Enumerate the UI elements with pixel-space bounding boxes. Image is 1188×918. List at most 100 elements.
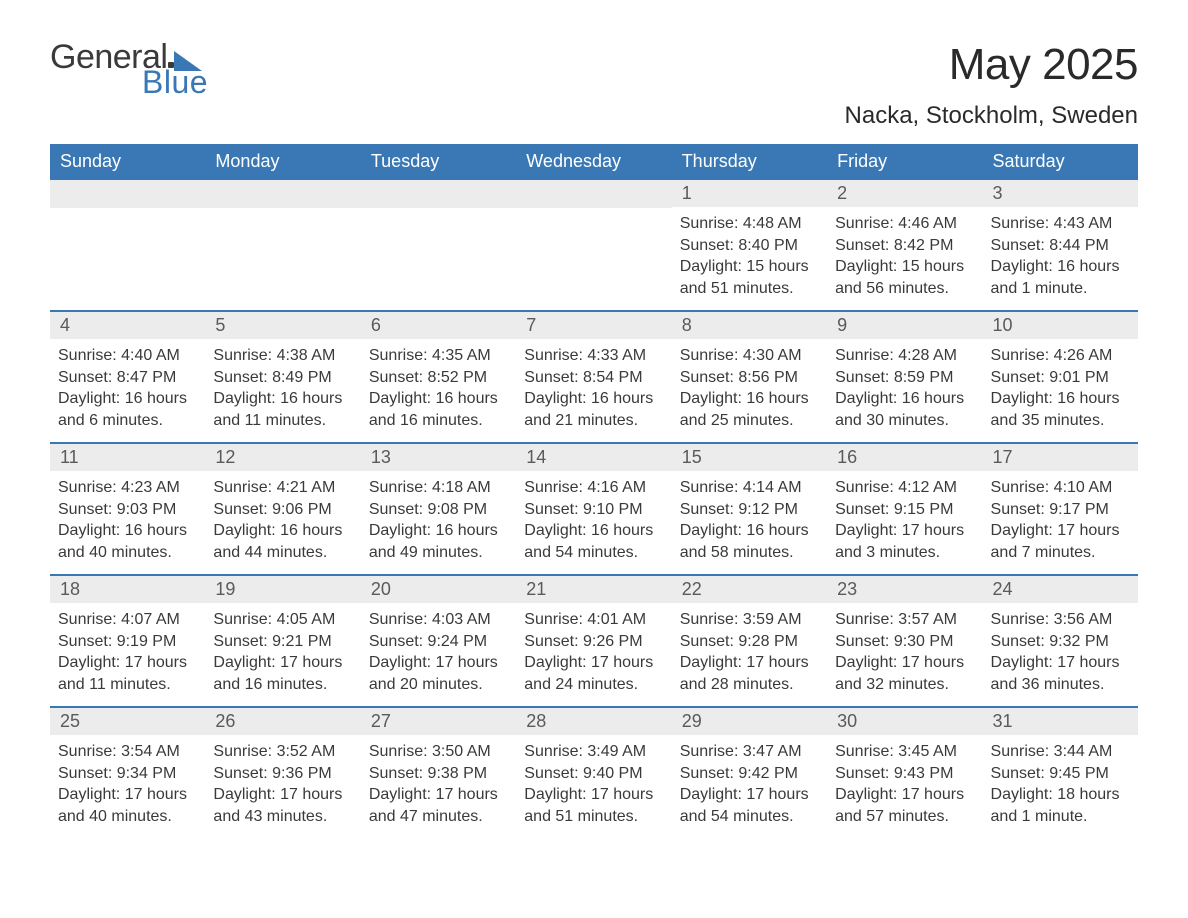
day-number-bar: 19 (205, 576, 360, 603)
daylight-text: and 25 minutes. (680, 410, 819, 432)
calendar-week-row: 1Sunrise: 4:48 AMSunset: 8:40 PMDaylight… (50, 180, 1138, 310)
sunrise-text: Sunrise: 4:01 AM (524, 609, 663, 631)
sunset-text: Sunset: 9:36 PM (213, 763, 352, 785)
daylight-text: Daylight: 16 hours (991, 256, 1130, 278)
daylight-text: and 32 minutes. (835, 674, 974, 696)
day-number-bar: 17 (983, 444, 1138, 471)
sunrise-text: Sunrise: 4:03 AM (369, 609, 508, 631)
day-number: 13 (371, 447, 506, 468)
day-number: 12 (215, 447, 350, 468)
daylight-text: Daylight: 16 hours (991, 388, 1130, 410)
calendar-day-cell: 25Sunrise: 3:54 AMSunset: 9:34 PMDayligh… (50, 708, 205, 838)
calendar-day-cell: 5Sunrise: 4:38 AMSunset: 8:49 PMDaylight… (205, 312, 360, 442)
sunset-text: Sunset: 8:54 PM (524, 367, 663, 389)
day-number-bar: 10 (983, 312, 1138, 339)
calendar-week-row: 18Sunrise: 4:07 AMSunset: 9:19 PMDayligh… (50, 574, 1138, 706)
day-number-bar: 28 (516, 708, 671, 735)
day-number-bar: 1 (672, 180, 827, 207)
day-number: 3 (993, 183, 1128, 204)
daylight-text: and 11 minutes. (213, 410, 352, 432)
daylight-text: and 57 minutes. (835, 806, 974, 828)
daylight-text: Daylight: 17 hours (835, 520, 974, 542)
daylight-text: and 54 minutes. (680, 806, 819, 828)
sunrise-text: Sunrise: 4:21 AM (213, 477, 352, 499)
calendar-day-cell (50, 180, 205, 310)
daylight-text: Daylight: 15 hours (680, 256, 819, 278)
sunset-text: Sunset: 9:43 PM (835, 763, 974, 785)
day-number: 27 (371, 711, 506, 732)
sunrise-text: Sunrise: 4:48 AM (680, 213, 819, 235)
daylight-text: Daylight: 16 hours (680, 520, 819, 542)
sunrise-text: Sunrise: 4:16 AM (524, 477, 663, 499)
day-number-bar: 21 (516, 576, 671, 603)
calendar-grid: Sunday Monday Tuesday Wednesday Thursday… (50, 144, 1138, 838)
sunrise-text: Sunrise: 4:18 AM (369, 477, 508, 499)
sunrise-text: Sunrise: 3:44 AM (991, 741, 1130, 763)
day-number: 22 (682, 579, 817, 600)
sunrise-text: Sunrise: 4:35 AM (369, 345, 508, 367)
sunset-text: Sunset: 9:08 PM (369, 499, 508, 521)
calendar-day-cell (361, 180, 516, 310)
day-number: 16 (837, 447, 972, 468)
calendar-week-row: 11Sunrise: 4:23 AMSunset: 9:03 PMDayligh… (50, 442, 1138, 574)
daylight-text: Daylight: 15 hours (835, 256, 974, 278)
day-number: 20 (371, 579, 506, 600)
sunset-text: Sunset: 9:26 PM (524, 631, 663, 653)
sunset-text: Sunset: 8:49 PM (213, 367, 352, 389)
sunset-text: Sunset: 9:42 PM (680, 763, 819, 785)
day-number-bar: 16 (827, 444, 982, 471)
daylight-text: Daylight: 17 hours (835, 652, 974, 674)
sunset-text: Sunset: 8:40 PM (680, 235, 819, 257)
calendar-day-cell: 13 Sunrise: 4:18 AMSunset: 9:08 PMDayligh… (361, 444, 516, 574)
day-number: 15 (682, 447, 817, 468)
daylight-text: and 20 minutes. (369, 674, 508, 696)
day-number-bar: 25 (50, 708, 205, 735)
sunset-text: Sunset: 9:34 PM (58, 763, 197, 785)
daylight-text: and 24 minutes. (524, 674, 663, 696)
day-number: 14 (526, 447, 661, 468)
sunset-text: Sunset: 9:19 PM (58, 631, 197, 653)
calendar-day-cell: 3Sunrise: 4:43 AMSunset: 8:44 PMDaylight… (983, 180, 1138, 310)
calendar-day-cell: 15Sunrise: 4:14 AMSunset: 9:12 PMDayligh… (672, 444, 827, 574)
sunrise-text: Sunrise: 3:56 AM (991, 609, 1130, 631)
daylight-text: Daylight: 18 hours (991, 784, 1130, 806)
sunset-text: Sunset: 9:21 PM (213, 631, 352, 653)
daylight-text: and 16 minutes. (213, 674, 352, 696)
sunset-text: Sunset: 9:15 PM (835, 499, 974, 521)
daylight-text: and 51 minutes. (524, 806, 663, 828)
daylight-text: and 1 minute. (991, 278, 1130, 300)
daylight-text: and 44 minutes. (213, 542, 352, 564)
sunrise-text: Sunrise: 3:50 AM (369, 741, 508, 763)
daylight-text: and 54 minutes. (524, 542, 663, 564)
calendar-day-cell: 4Sunrise: 4:40 AMSunset: 8:47 PMDaylight… (50, 312, 205, 442)
day-number: 30 (837, 711, 972, 732)
daylight-text: and 43 minutes. (213, 806, 352, 828)
sunrise-text: Sunrise: 4:28 AM (835, 345, 974, 367)
weekday-header-row: Sunday Monday Tuesday Wednesday Thursday… (50, 144, 1138, 180)
month-title: May 2025 (845, 40, 1138, 90)
daylight-text: Daylight: 16 hours (58, 388, 197, 410)
calendar-day-cell (205, 180, 360, 310)
day-number-bar: 27 (361, 708, 516, 735)
sunrise-text: Sunrise: 3:52 AM (213, 741, 352, 763)
calendar-week-row: 25Sunrise: 3:54 AMSunset: 9:34 PMDayligh… (50, 706, 1138, 838)
day-number: 6 (371, 315, 506, 336)
daylight-text: and 1 minute. (991, 806, 1130, 828)
sunrise-text: Sunrise: 4:05 AM (213, 609, 352, 631)
daylight-text: and 28 minutes. (680, 674, 819, 696)
title-block: May 2025 Nacka, Stockholm, Sweden (845, 40, 1138, 130)
sunset-text: Sunset: 9:28 PM (680, 631, 819, 653)
sunrise-text: Sunrise: 3:59 AM (680, 609, 819, 631)
sunset-text: Sunset: 8:56 PM (680, 367, 819, 389)
day-number-bar: 7 (516, 312, 671, 339)
day-number-bar (205, 180, 360, 208)
weekday-header: Friday (827, 144, 982, 180)
day-number-bar: 4 (50, 312, 205, 339)
daylight-text: Daylight: 16 hours (369, 520, 508, 542)
daylight-text: Daylight: 16 hours (524, 520, 663, 542)
calendar-day-cell: 22Sunrise: 3:59 AMSunset: 9:28 PMDayligh… (672, 576, 827, 706)
day-number-bar: 6 (361, 312, 516, 339)
day-number: 21 (526, 579, 661, 600)
day-number-bar: 14 (516, 444, 671, 471)
day-number-bar (361, 180, 516, 208)
